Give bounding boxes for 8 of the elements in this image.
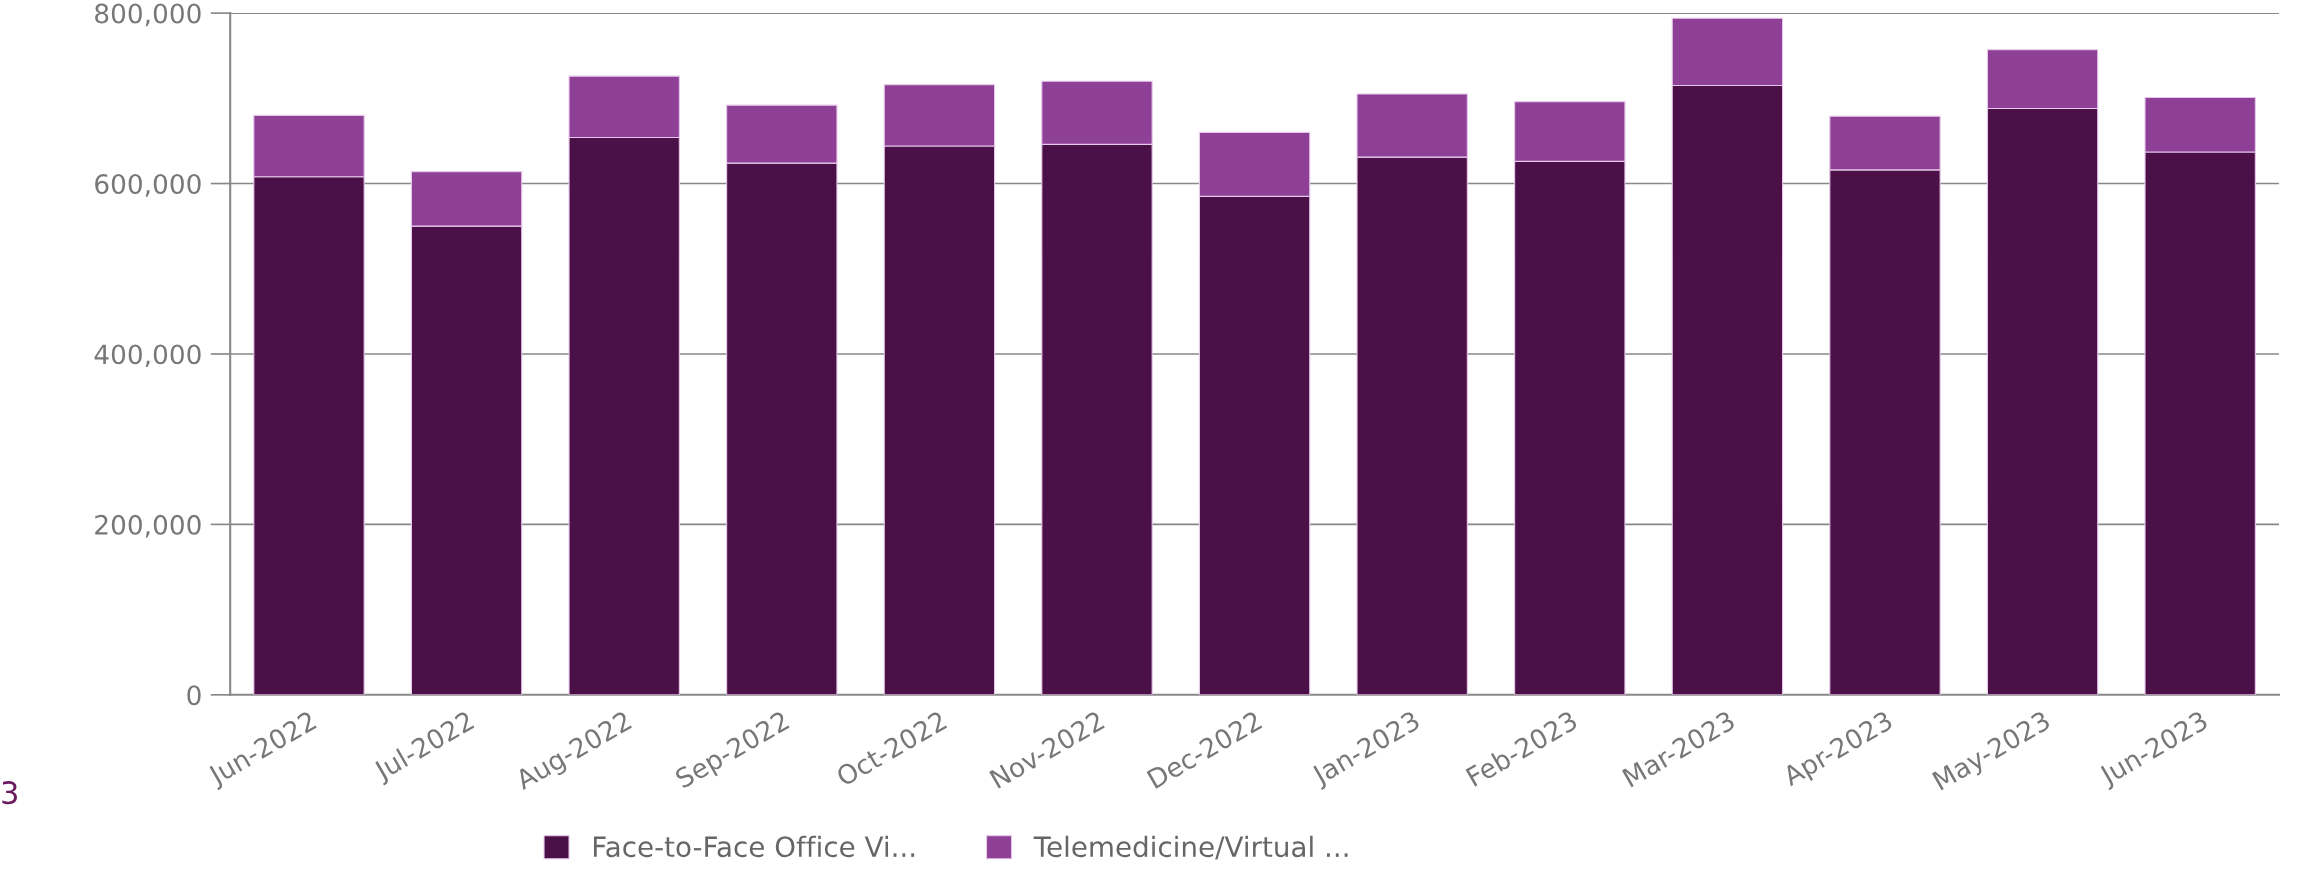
y-tick-label: 800,000: [95, 3, 201, 27]
y-tick-label: 600,000: [95, 173, 201, 197]
y-tick-label: 400,000: [94, 344, 201, 368]
text: 3: [2, 781, 17, 805]
y-tick-label: 0: [187, 685, 201, 706]
legend-label: Face-to-Face Office Vi...: [593, 835, 915, 858]
legend-label: Telemedicine/Virtual ...: [1033, 835, 1348, 860]
y-tick-label: 200,000: [95, 514, 201, 538]
